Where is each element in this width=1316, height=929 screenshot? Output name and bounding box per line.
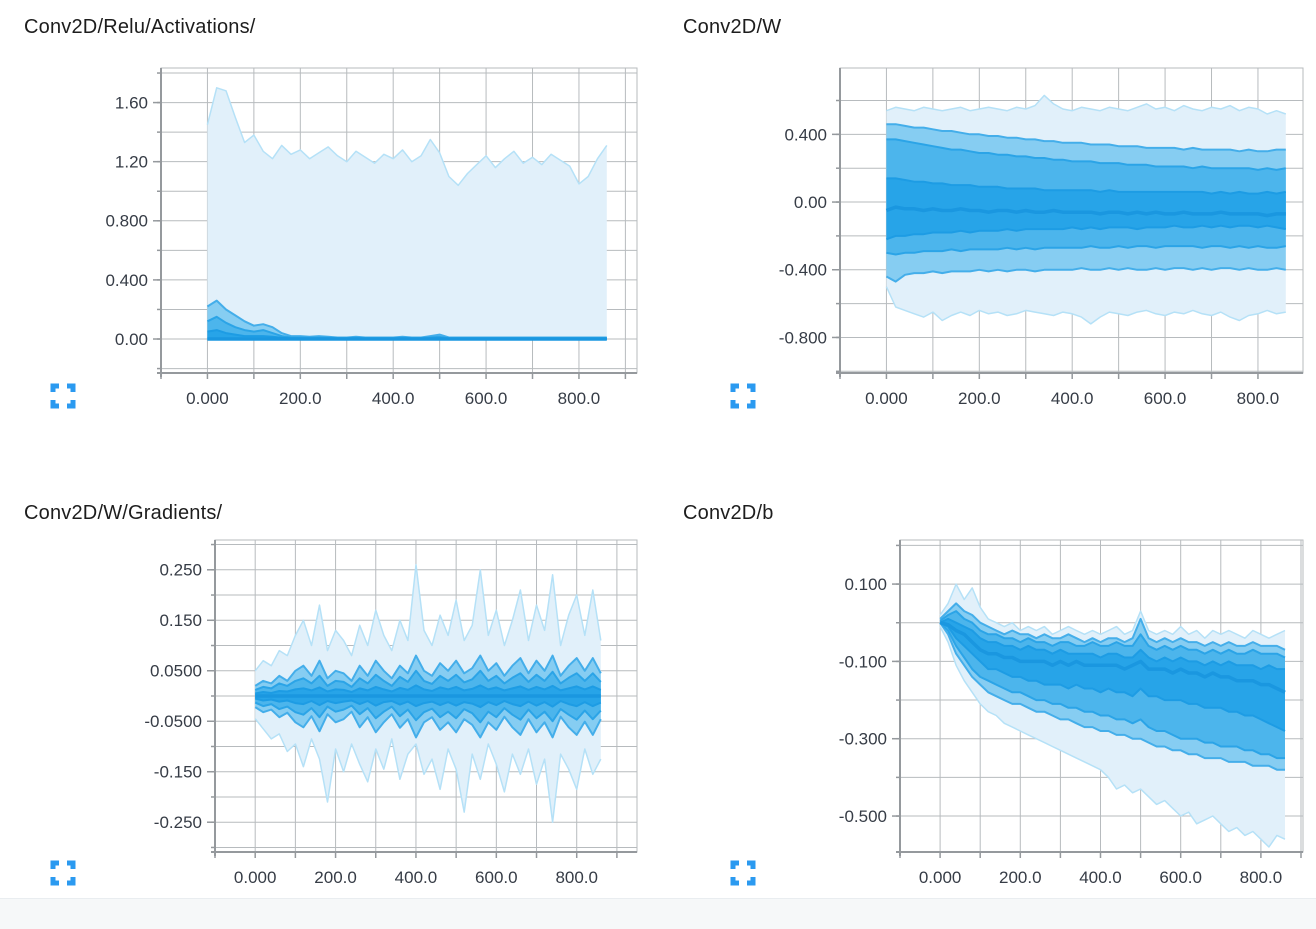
y-tick-label: 0.400	[784, 125, 827, 144]
max-line	[939, 583, 1286, 639]
x-tick-label: 600.0	[1144, 389, 1187, 408]
fullscreen-expand-icon	[730, 860, 756, 886]
y-tick-label: 0.250	[159, 561, 202, 580]
percentile-line	[939, 617, 1285, 671]
distribution-chart[interactable]: 0.400 0.00 -0.400 -0.800 0.000 200.0 400.0 600.…	[658, 0, 1316, 464]
x-tick-label: 800.0	[1237, 389, 1280, 408]
percentile-line	[254, 669, 602, 691]
x-tick-label: 600.0	[475, 868, 518, 887]
x-tick-label: 200.0	[958, 389, 1001, 408]
expand-chart-button[interactable]	[50, 860, 76, 886]
y-tick-label: -0.100	[839, 652, 887, 671]
percentile-line	[254, 701, 602, 724]
percentile-line	[886, 138, 1286, 171]
y-tick-label: 0.400	[105, 271, 148, 290]
y-tick-label: 0.0500	[150, 662, 202, 681]
x-tick-label: 0.000	[234, 868, 277, 887]
percentile-line	[254, 697, 602, 709]
footer-strip	[0, 898, 1316, 929]
chart-title: Conv2D/Relu/Activations/	[24, 16, 256, 38]
distribution-chart[interactable]: 0.100 -0.100 -0.300 -0.500 0.000 200.0 400.0 60…	[658, 464, 1316, 928]
percentile-line	[939, 621, 1286, 732]
x-tick-label: 400.0	[1079, 868, 1122, 887]
fullscreen-expand-icon	[50, 383, 76, 409]
x-tick-label: 400.0	[372, 389, 415, 408]
fullscreen-expand-icon	[50, 860, 76, 886]
x-tick-label: 200.0	[314, 868, 357, 887]
x-tick-label: 400.0	[1051, 389, 1094, 408]
x-tick-label: 600.0	[1159, 868, 1202, 887]
percentile-line	[939, 622, 1285, 771]
chart-card-conv2d-relu-activations: Conv2D/Relu/Activations/ 0.00 0.400 0.800 1…	[0, 0, 658, 464]
chart-title: Conv2D/W	[683, 16, 782, 38]
median-line	[885, 205, 1286, 218]
y-tick-label: 0.800	[105, 212, 148, 231]
expand-chart-button[interactable]	[50, 383, 76, 409]
percentile-line	[886, 224, 1286, 241]
percentile-line	[939, 610, 1286, 659]
x-tick-label: 800.0	[558, 389, 601, 408]
fullscreen-expand-icon	[730, 383, 756, 409]
x-tick-label: 600.0	[465, 389, 508, 408]
percentile-line	[886, 177, 1286, 195]
y-tick-label: -0.400	[779, 261, 827, 280]
y-tick-label: -0.0500	[144, 712, 202, 731]
x-tick-label: 800.0	[555, 868, 598, 887]
y-tick-label: 1.20	[115, 153, 148, 172]
max-line	[206, 87, 608, 187]
percentile-line	[254, 706, 602, 739]
y-tick-label: -0.800	[779, 328, 827, 347]
x-tick-label: 0.000	[865, 389, 908, 408]
median-line	[939, 621, 1286, 694]
y-tick-label: 0.00	[115, 330, 148, 349]
y-tick-label: 0.100	[844, 575, 887, 594]
y-tick-label: 0.150	[159, 611, 202, 630]
max-line	[254, 563, 602, 672]
percentile-line	[939, 602, 1286, 651]
x-tick-label: 400.0	[395, 868, 438, 887]
y-tick-label: 0.00	[794, 193, 827, 212]
chart-card-conv2d-w: Conv2D/W 0.400 0.00 -0.400 -0.800 0.000 200.0…	[658, 0, 1316, 464]
chart-title: Conv2D/W/Gradients/	[24, 502, 223, 524]
y-tick-label: -0.250	[154, 813, 202, 832]
percentile-band	[207, 87, 607, 339]
y-tick-label: 1.60	[115, 94, 148, 113]
x-tick-label: 0.000	[919, 868, 962, 887]
y-tick-label: -0.150	[154, 763, 202, 782]
percentile-line	[939, 621, 1285, 760]
percentile-line	[886, 245, 1286, 256]
y-tick-label: -0.300	[839, 730, 887, 749]
chart-title: Conv2D/b	[683, 502, 774, 524]
distribution-chart[interactable]: 0.250 0.150 0.0500 -0.0500 -0.150 -0.250 0.000…	[0, 464, 658, 928]
x-tick-label: 200.0	[279, 389, 322, 408]
percentile-line	[885, 267, 1286, 283]
max-line	[886, 94, 1287, 115]
expand-chart-button[interactable]	[730, 860, 756, 886]
percentile-line	[886, 123, 1286, 153]
percentile-line	[255, 684, 602, 695]
y-tick-label: -0.500	[839, 807, 887, 826]
percentile-line	[254, 654, 602, 687]
expand-chart-button[interactable]	[730, 383, 756, 409]
chart-card-conv2d-b: Conv2D/b 0.100 -0.100 -0.300 -0.500 0.000 200…	[658, 464, 1316, 928]
x-tick-label: 0.000	[186, 389, 229, 408]
percentile-band	[886, 178, 1286, 240]
min-line	[885, 286, 1286, 325]
min-line	[254, 718, 602, 823]
min-line	[939, 626, 1286, 848]
distribution-chart[interactable]: 0.00 0.400 0.800 1.20 1.60 0.000 200.0 400.0 600…	[0, 0, 658, 464]
chart-card-conv2d-w-gradients: Conv2D/W/Gradients/ 0.250 0.150 0.0500 -0.0…	[0, 464, 658, 928]
x-tick-label: 800.0	[1240, 868, 1283, 887]
x-tick-label: 200.0	[999, 868, 1042, 887]
